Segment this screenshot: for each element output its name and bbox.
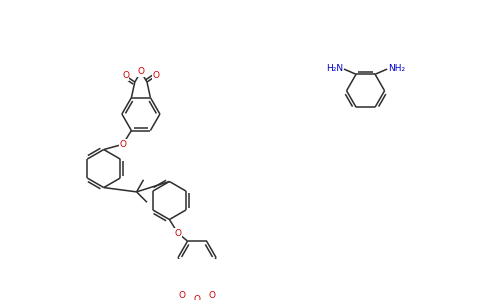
Text: O: O	[178, 291, 185, 300]
Text: H₂N: H₂N	[326, 64, 343, 73]
Text: O: O	[122, 71, 129, 80]
Text: O: O	[209, 291, 216, 300]
Text: O: O	[194, 296, 200, 300]
Text: O: O	[175, 229, 182, 238]
Text: NH₂: NH₂	[388, 64, 405, 73]
Text: O: O	[153, 71, 160, 80]
Text: O: O	[137, 67, 144, 76]
Text: O: O	[119, 140, 126, 149]
